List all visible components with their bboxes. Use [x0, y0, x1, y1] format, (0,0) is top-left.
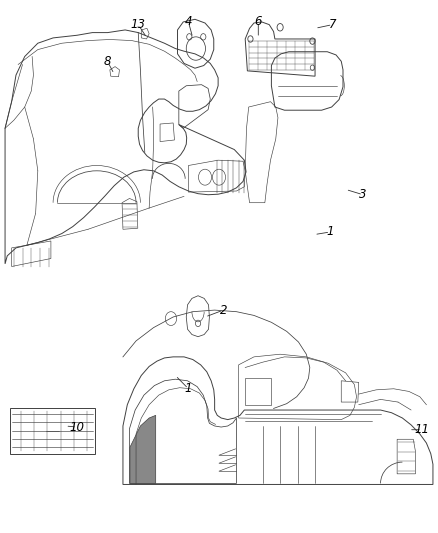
- Text: 11: 11: [414, 423, 430, 436]
- Text: 1: 1: [185, 382, 192, 395]
- Text: 1: 1: [327, 225, 334, 238]
- Text: 10: 10: [70, 421, 85, 433]
- Text: 8: 8: [104, 55, 111, 68]
- Polygon shape: [130, 415, 155, 483]
- Text: 4: 4: [185, 15, 192, 28]
- Text: 7: 7: [329, 18, 336, 31]
- Text: 6: 6: [254, 15, 262, 28]
- Text: 13: 13: [131, 18, 146, 31]
- Text: 2: 2: [219, 304, 227, 317]
- Text: 3: 3: [359, 188, 367, 201]
